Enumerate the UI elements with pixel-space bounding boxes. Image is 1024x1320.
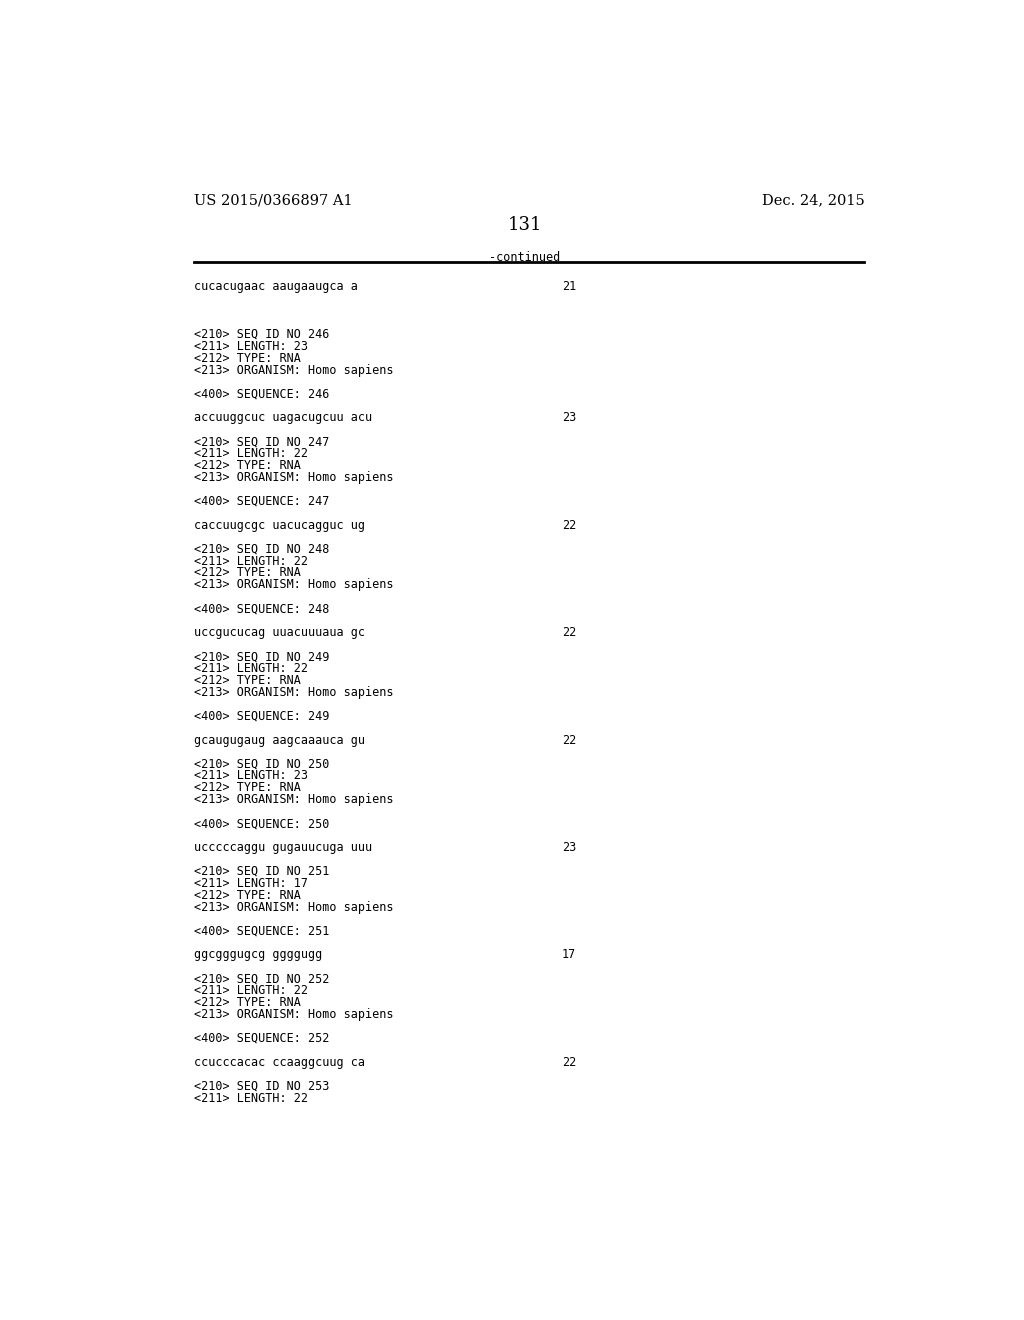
Text: <213> ORGANISM: Homo sapiens: <213> ORGANISM: Homo sapiens (194, 471, 393, 484)
Text: ucccccaggu gugauucuga uuu: ucccccaggu gugauucuga uuu (194, 841, 372, 854)
Text: cucacugaac aaugaaugca a: cucacugaac aaugaaugca a (194, 280, 357, 293)
Text: 131: 131 (508, 216, 542, 234)
Text: <212> TYPE: RNA: <212> TYPE: RNA (194, 997, 301, 1010)
Text: ccucccacac ccaaggcuug ca: ccucccacac ccaaggcuug ca (194, 1056, 365, 1069)
Text: <400> SEQUENCE: 248: <400> SEQUENCE: 248 (194, 602, 330, 615)
Text: <212> TYPE: RNA: <212> TYPE: RNA (194, 781, 301, 795)
Text: <211> LENGTH: 22: <211> LENGTH: 22 (194, 1092, 308, 1105)
Text: 23: 23 (562, 412, 577, 424)
Text: <400> SEQUENCE: 252: <400> SEQUENCE: 252 (194, 1032, 330, 1045)
Text: <211> LENGTH: 17: <211> LENGTH: 17 (194, 876, 308, 890)
Text: <210> SEQ ID NO 247: <210> SEQ ID NO 247 (194, 436, 330, 449)
Text: Dec. 24, 2015: Dec. 24, 2015 (762, 193, 864, 207)
Text: <212> TYPE: RNA: <212> TYPE: RNA (194, 675, 301, 686)
Text: <211> LENGTH: 22: <211> LENGTH: 22 (194, 985, 308, 997)
Text: <211> LENGTH: 22: <211> LENGTH: 22 (194, 554, 308, 568)
Text: <211> LENGTH: 23: <211> LENGTH: 23 (194, 339, 308, 352)
Text: <213> ORGANISM: Homo sapiens: <213> ORGANISM: Homo sapiens (194, 793, 393, 807)
Text: ggcgggugcg ggggugg: ggcgggugcg ggggugg (194, 948, 323, 961)
Text: <210> SEQ ID NO 248: <210> SEQ ID NO 248 (194, 543, 330, 556)
Text: <211> LENGTH: 23: <211> LENGTH: 23 (194, 770, 308, 783)
Text: <213> ORGANISM: Homo sapiens: <213> ORGANISM: Homo sapiens (194, 686, 393, 698)
Text: 22: 22 (562, 626, 577, 639)
Text: <213> ORGANISM: Homo sapiens: <213> ORGANISM: Homo sapiens (194, 900, 393, 913)
Text: <212> TYPE: RNA: <212> TYPE: RNA (194, 888, 301, 902)
Text: <213> ORGANISM: Homo sapiens: <213> ORGANISM: Homo sapiens (194, 1008, 393, 1022)
Text: <400> SEQUENCE: 250: <400> SEQUENCE: 250 (194, 817, 330, 830)
Text: <400> SEQUENCE: 247: <400> SEQUENCE: 247 (194, 495, 330, 508)
Text: gcaugugaug aagcaaauca gu: gcaugugaug aagcaaauca gu (194, 734, 365, 747)
Text: <211> LENGTH: 22: <211> LENGTH: 22 (194, 447, 308, 461)
Text: uccgucucag uuacuuuaua gc: uccgucucag uuacuuuaua gc (194, 626, 365, 639)
Text: <400> SEQUENCE: 249: <400> SEQUENCE: 249 (194, 710, 330, 723)
Text: 22: 22 (562, 519, 577, 532)
Text: <210> SEQ ID NO 246: <210> SEQ ID NO 246 (194, 327, 330, 341)
Text: <400> SEQUENCE: 246: <400> SEQUENCE: 246 (194, 388, 330, 400)
Text: 21: 21 (562, 280, 577, 293)
Text: <212> TYPE: RNA: <212> TYPE: RNA (194, 351, 301, 364)
Text: <210> SEQ ID NO 249: <210> SEQ ID NO 249 (194, 649, 330, 663)
Text: US 2015/0366897 A1: US 2015/0366897 A1 (194, 193, 352, 207)
Text: accuuggcuc uagacugcuu acu: accuuggcuc uagacugcuu acu (194, 412, 372, 424)
Text: <210> SEQ ID NO 251: <210> SEQ ID NO 251 (194, 865, 330, 878)
Text: <212> TYPE: RNA: <212> TYPE: RNA (194, 459, 301, 473)
Text: <213> ORGANISM: Homo sapiens: <213> ORGANISM: Homo sapiens (194, 363, 393, 376)
Text: <210> SEQ ID NO 250: <210> SEQ ID NO 250 (194, 758, 330, 771)
Text: <210> SEQ ID NO 253: <210> SEQ ID NO 253 (194, 1080, 330, 1093)
Text: <210> SEQ ID NO 252: <210> SEQ ID NO 252 (194, 973, 330, 985)
Text: <212> TYPE: RNA: <212> TYPE: RNA (194, 566, 301, 579)
Text: -continued: -continued (489, 251, 560, 264)
Text: 23: 23 (562, 841, 577, 854)
Text: <400> SEQUENCE: 251: <400> SEQUENCE: 251 (194, 924, 330, 937)
Text: 17: 17 (562, 948, 577, 961)
Text: caccuugcgc uacucagguc ug: caccuugcgc uacucagguc ug (194, 519, 365, 532)
Text: <211> LENGTH: 22: <211> LENGTH: 22 (194, 661, 308, 675)
Text: <213> ORGANISM: Homo sapiens: <213> ORGANISM: Homo sapiens (194, 578, 393, 591)
Text: 22: 22 (562, 734, 577, 747)
Text: 22: 22 (562, 1056, 577, 1069)
